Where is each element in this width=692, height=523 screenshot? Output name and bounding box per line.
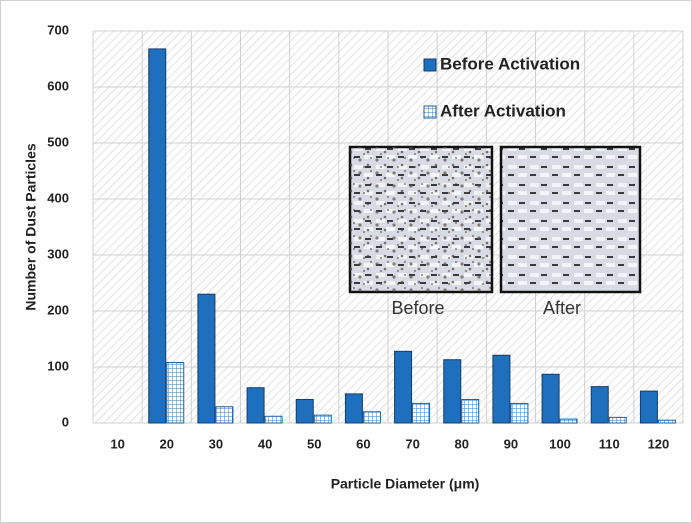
bar — [461, 398, 480, 424]
y-tick-label: 200 — [47, 302, 69, 317]
bar — [362, 411, 381, 424]
inset-after — [499, 145, 642, 294]
bar — [166, 362, 185, 424]
inset-label: Before — [391, 298, 444, 318]
x-tick-label: 80 — [455, 436, 469, 451]
x-tick-label: 70 — [405, 436, 419, 451]
x-tick-label: 100 — [549, 436, 571, 451]
legend-label: Before Activation — [440, 54, 580, 73]
bar — [657, 419, 676, 424]
x-tick-label: 20 — [160, 436, 174, 451]
x-tick-label: 90 — [504, 436, 518, 451]
x-tick-label: 50 — [307, 436, 321, 451]
bar — [197, 293, 216, 424]
bar — [264, 415, 283, 424]
legend-label: After Activation — [440, 101, 566, 120]
y-tick-label: 100 — [47, 358, 69, 373]
bar — [295, 398, 314, 424]
bar — [492, 354, 511, 424]
bar — [148, 48, 167, 424]
bar — [639, 390, 658, 424]
bar — [412, 402, 431, 424]
y-tick-label: 0 — [62, 414, 69, 429]
bar — [590, 386, 609, 424]
y-tick-label: 300 — [47, 246, 69, 261]
bar — [394, 350, 413, 424]
legend-swatch — [423, 105, 437, 119]
x-tick-label: 30 — [209, 436, 223, 451]
bar — [246, 387, 265, 424]
bar — [443, 359, 462, 424]
inset-before — [348, 145, 494, 294]
bar — [510, 402, 529, 424]
bar — [215, 406, 234, 424]
y-tick-label: 400 — [47, 190, 69, 205]
bar — [344, 393, 363, 424]
bar — [313, 414, 332, 424]
y-axis-label: Number of Dust Particles — [23, 143, 39, 310]
inset-label: After — [543, 298, 581, 318]
x-tick-label: 60 — [356, 436, 370, 451]
y-tick-label: 500 — [47, 134, 69, 149]
y-tick-label: 700 — [47, 22, 69, 37]
x-tick-label: 110 — [599, 436, 620, 451]
x-tick-label: 10 — [110, 436, 124, 451]
x-axis-label: Particle Diameter (μm) — [331, 476, 480, 492]
bar — [608, 416, 627, 424]
x-tick-label: 120 — [648, 436, 670, 451]
bar — [541, 373, 560, 424]
y-tick-label: 600 — [47, 78, 69, 93]
x-tick-label: 40 — [258, 436, 272, 451]
bar — [559, 418, 578, 424]
legend-swatch — [423, 58, 437, 72]
